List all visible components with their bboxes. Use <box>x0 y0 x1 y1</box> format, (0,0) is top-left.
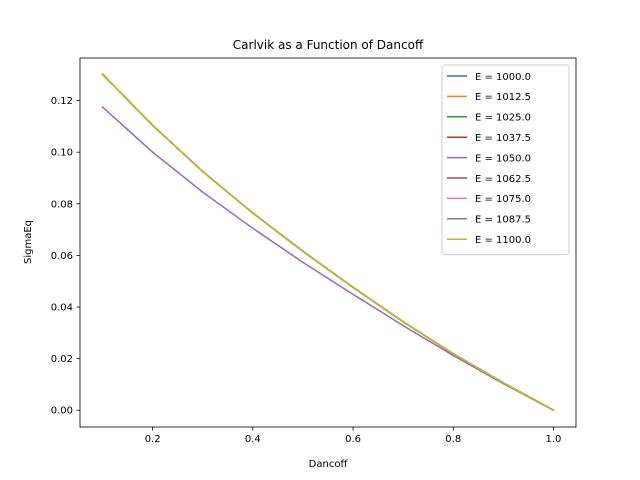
legend-frame <box>441 64 570 256</box>
x-axis: 0.2 0.4 0.6 0.8 1.0 <box>145 427 562 445</box>
legend-label: E = 1012.5 <box>475 92 531 103</box>
y-axis-label: SigmaEq <box>23 220 34 264</box>
legend-label: E = 1087.5 <box>475 215 531 226</box>
x-tick-label: 1.0 <box>546 434 562 445</box>
y-tick-label: 0.00 <box>51 406 73 417</box>
chart-title: Carlvik as a Function of Dancoff <box>233 38 424 52</box>
y-axis: 0.00 0.02 0.04 0.06 0.08 0.10 0.12 <box>51 96 80 417</box>
y-tick-label: 0.02 <box>51 354 73 365</box>
legend: E = 1000.0 E = 1012.5 E = 1025.0 E = 1037.5… <box>441 64 570 256</box>
legend-label: E = 1075.0 <box>475 194 531 205</box>
y-tick-label: 0.08 <box>51 199 73 210</box>
legend-label: E = 1025.0 <box>475 113 531 124</box>
x-tick-label: 0.2 <box>145 434 161 445</box>
legend-label: E = 1050.0 <box>475 153 531 164</box>
y-tick-label: 0.06 <box>51 251 73 262</box>
x-tick-label: 0.6 <box>345 434 361 445</box>
series-line-4 <box>101 105 555 412</box>
y-tick-label: 0.04 <box>51 303 73 314</box>
legend-label: E = 1000.0 <box>475 72 531 83</box>
legend-label: E = 1100.0 <box>475 235 531 246</box>
plot-lines <box>101 73 555 412</box>
x-tick-label: 0.8 <box>445 434 461 445</box>
x-axis-label: Dancoff <box>309 459 349 470</box>
legend-label: E = 1062.5 <box>475 174 531 185</box>
y-tick-label: 0.10 <box>51 148 73 159</box>
x-tick-label: 0.4 <box>245 434 261 445</box>
legend-label: E = 1037.5 <box>475 133 531 144</box>
plot-frame <box>79 57 577 428</box>
y-tick-label: 0.12 <box>51 96 73 107</box>
series-line-8 <box>101 73 555 412</box>
